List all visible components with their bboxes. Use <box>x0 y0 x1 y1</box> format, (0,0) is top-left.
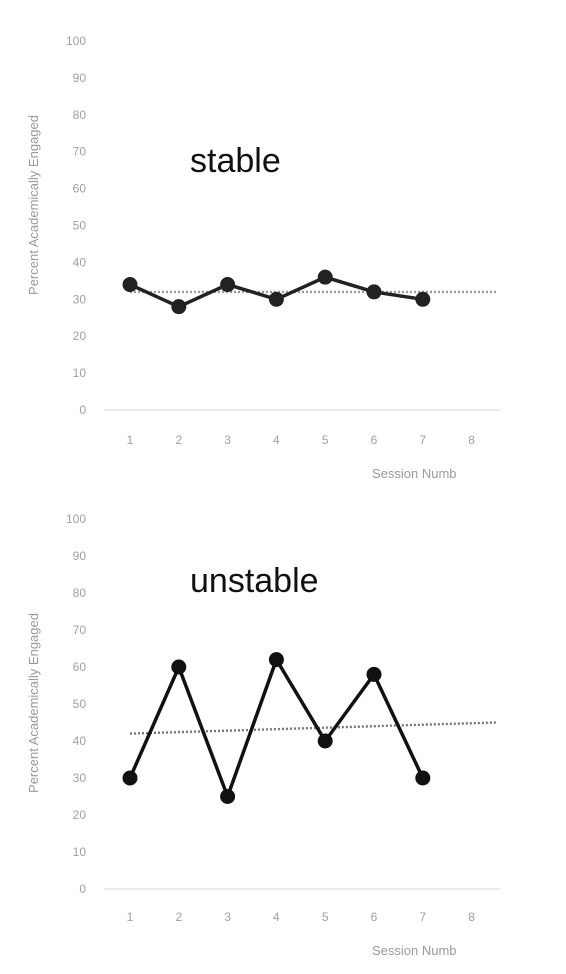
x-axis-title: Session Numb <box>372 943 457 958</box>
data-point <box>171 659 187 675</box>
data-point <box>220 277 236 293</box>
x-tick-label: 8 <box>468 433 475 447</box>
x-tick-labels: 1 2 3 4 5 6 7 8 <box>127 910 476 924</box>
data-point <box>317 269 333 285</box>
x-tick-label: 6 <box>371 910 378 924</box>
y-tick-label: 0 <box>79 882 86 896</box>
data-points <box>122 652 431 804</box>
x-tick-label: 1 <box>127 433 134 447</box>
y-tick-label: 90 <box>73 71 87 85</box>
x-tick-label: 2 <box>175 910 182 924</box>
x-tick-label: 6 <box>371 433 378 447</box>
data-point <box>220 789 236 804</box>
y-tick-label: 10 <box>73 366 87 380</box>
y-tick-label: 70 <box>73 145 87 159</box>
y-tick-label: 30 <box>73 771 87 785</box>
y-tick-label: 20 <box>73 808 87 822</box>
data-point <box>415 291 431 307</box>
data-point <box>366 666 382 682</box>
x-tick-label: 4 <box>273 910 280 924</box>
x-tick-label: 3 <box>224 910 231 924</box>
data-point <box>268 652 284 668</box>
trend-line <box>129 721 497 735</box>
x-tick-label: 7 <box>419 433 426 447</box>
y-tick-label: 0 <box>79 403 86 417</box>
data-point <box>122 277 138 293</box>
y-tick-label: 60 <box>73 660 87 674</box>
y-axis-title: Percent Academically Engaged <box>26 115 41 295</box>
y-tick-labels: 0 10 20 30 40 50 60 70 80 90 100 <box>66 512 86 896</box>
data-point <box>317 733 333 749</box>
y-tick-label: 50 <box>73 697 87 711</box>
x-tick-label: 5 <box>322 910 329 924</box>
y-tick-label: 100 <box>66 512 86 526</box>
y-tick-label: 20 <box>73 329 87 343</box>
x-tick-label: 2 <box>175 433 182 447</box>
stable-label: stable <box>190 142 281 180</box>
data-points <box>122 269 431 315</box>
data-point <box>268 291 284 307</box>
y-tick-label: 80 <box>73 108 87 122</box>
x-tick-label: 1 <box>127 910 134 924</box>
y-tick-label: 100 <box>66 34 86 48</box>
unstable-label: unstable <box>190 562 319 600</box>
data-point <box>171 299 187 315</box>
data-point <box>415 770 431 786</box>
data-point <box>122 770 138 786</box>
x-tick-label: 4 <box>273 433 280 447</box>
chart-panel-unstable: 0 10 20 30 40 50 60 70 80 90 100 Percent Academica… <box>26 512 500 958</box>
x-axis-title: Session Numb <box>372 466 457 481</box>
x-tick-label: 5 <box>322 433 329 447</box>
x-tick-label: 7 <box>419 910 426 924</box>
y-tick-labels: 0 10 20 30 40 50 60 70 80 90 100 <box>66 34 86 417</box>
y-tick-label: 80 <box>73 586 87 600</box>
data-series-line <box>128 655 425 802</box>
x-tick-label: 3 <box>224 433 231 447</box>
x-tick-label: 8 <box>468 910 475 924</box>
data-point <box>366 284 382 300</box>
y-tick-label: 40 <box>73 255 87 269</box>
y-tick-label: 70 <box>73 623 87 637</box>
y-tick-label: 30 <box>73 292 87 306</box>
x-tick-labels: 1 2 3 4 5 6 7 8 <box>127 433 476 447</box>
y-tick-label: 90 <box>73 549 87 563</box>
y-tick-label: 60 <box>73 182 87 196</box>
chart-panel-stable: 0 10 20 30 40 50 60 70 80 90 100 Percent Academica… <box>26 34 500 481</box>
y-tick-label: 40 <box>73 734 87 748</box>
y-tick-label: 10 <box>73 845 87 859</box>
y-axis-title: Percent Academically Engaged <box>26 613 41 793</box>
y-tick-label: 50 <box>73 219 87 233</box>
